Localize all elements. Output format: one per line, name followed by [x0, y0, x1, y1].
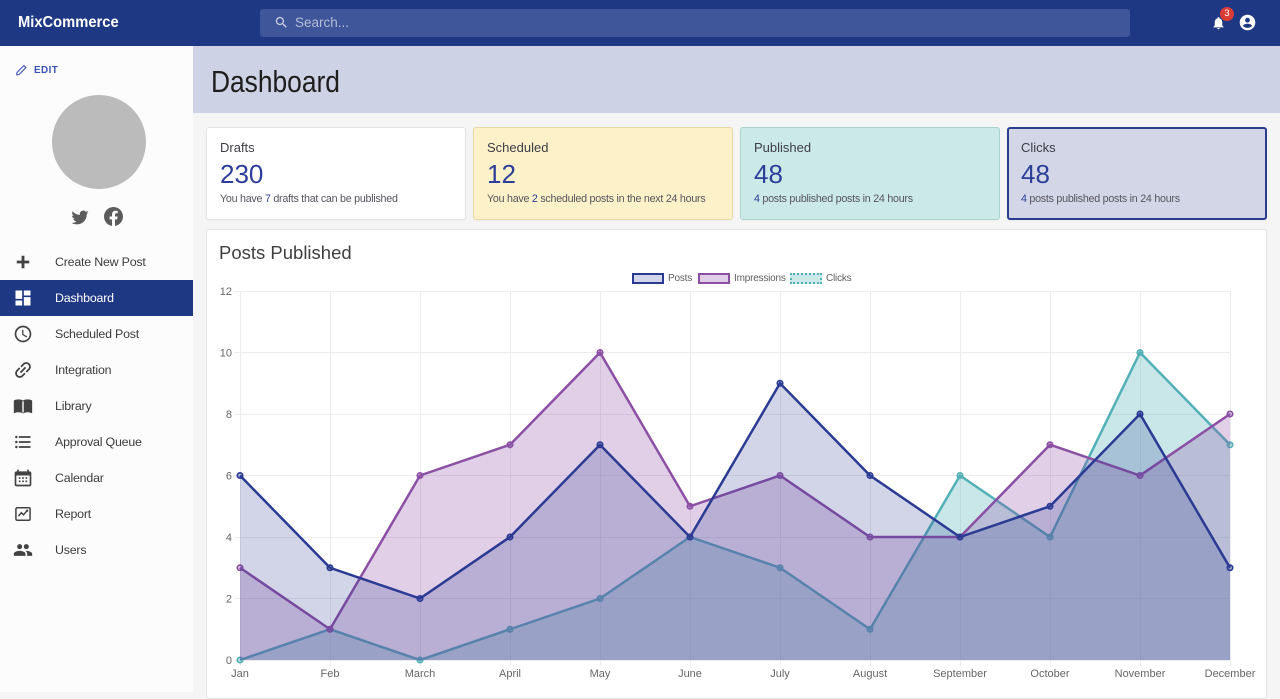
svg-text:Feb: Feb: [321, 668, 340, 680]
svg-text:June: June: [678, 668, 702, 680]
svg-text:November: November: [1115, 668, 1166, 680]
svg-text:September: September: [933, 668, 987, 680]
svg-text:6: 6: [226, 471, 232, 483]
svg-text:0: 0: [226, 655, 232, 667]
svg-text:12: 12: [220, 286, 232, 298]
svg-text:10: 10: [220, 348, 232, 360]
svg-text:4: 4: [226, 532, 232, 544]
svg-text:July: July: [770, 668, 790, 680]
svg-text:2: 2: [226, 594, 232, 606]
svg-text:8: 8: [226, 409, 232, 421]
svg-text:March: March: [405, 668, 436, 680]
svg-text:August: August: [853, 668, 887, 680]
svg-text:April: April: [499, 668, 521, 680]
svg-text:December: December: [1205, 668, 1256, 680]
svg-text:May: May: [590, 668, 611, 680]
svg-text:October: October: [1030, 668, 1069, 680]
svg-text:Jan: Jan: [231, 668, 249, 680]
